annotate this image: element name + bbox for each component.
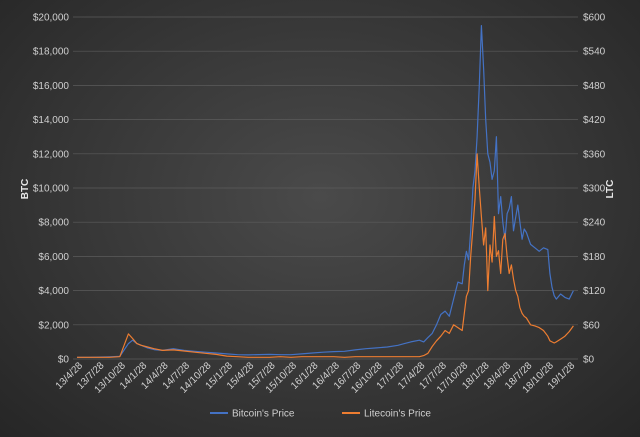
- right-tick-label: $0: [583, 355, 595, 366]
- legend: Bitcoin's Price Litecoin's Price: [210, 409, 431, 420]
- left-tick-label: $14,000: [33, 115, 70, 126]
- right-tick-label: $480: [583, 81, 606, 92]
- litecoin-price-line: [77, 153, 574, 358]
- series-lines: [77, 25, 574, 358]
- right-tick-label: $600: [583, 13, 606, 24]
- left-tick-label: $8,000: [38, 218, 69, 229]
- left-tick-label: $4,000: [38, 286, 69, 297]
- right-axis-title: LTC: [605, 180, 616, 199]
- right-tick-label: $120: [583, 286, 606, 297]
- left-tick-label: $2,000: [38, 320, 69, 331]
- right-axis-ticks: $0 $60 $120 $180 $240 $300 $360 $420 $480 $540 $60…: [583, 13, 606, 366]
- bitcoin-price-line: [77, 25, 574, 358]
- left-tick-label: $18,000: [33, 47, 70, 58]
- right-tick-label: $300: [583, 184, 606, 195]
- right-tick-label: $240: [583, 218, 606, 229]
- left-axis-ticks: $0 $2,000 $4,000 $6,000 $8,000 $10,000 $12,000…: [33, 13, 70, 366]
- left-tick-label: $16,000: [33, 81, 70, 92]
- grid-lines: [73, 16, 578, 360]
- left-axis-title: BTC: [20, 179, 31, 200]
- left-tick-label: $20,000: [33, 13, 70, 24]
- right-tick-label: $60: [583, 320, 600, 331]
- x-axis-ticks: 13/4/2813/7/2813/10/2814/1/2814/4/2814/7…: [54, 360, 578, 396]
- left-tick-label: $12,000: [33, 149, 70, 160]
- legend-label-bitcoin: Bitcoin's Price: [232, 409, 295, 420]
- right-tick-label: $360: [583, 149, 606, 160]
- right-tick-label: $540: [583, 47, 606, 58]
- right-tick-label: $420: [583, 115, 606, 126]
- right-tick-label: $180: [583, 252, 606, 263]
- left-tick-label: $0: [58, 355, 70, 366]
- left-tick-label: $6,000: [38, 252, 69, 263]
- legend-label-litecoin: Litecoin's Price: [364, 409, 431, 420]
- left-tick-label: $10,000: [33, 184, 70, 195]
